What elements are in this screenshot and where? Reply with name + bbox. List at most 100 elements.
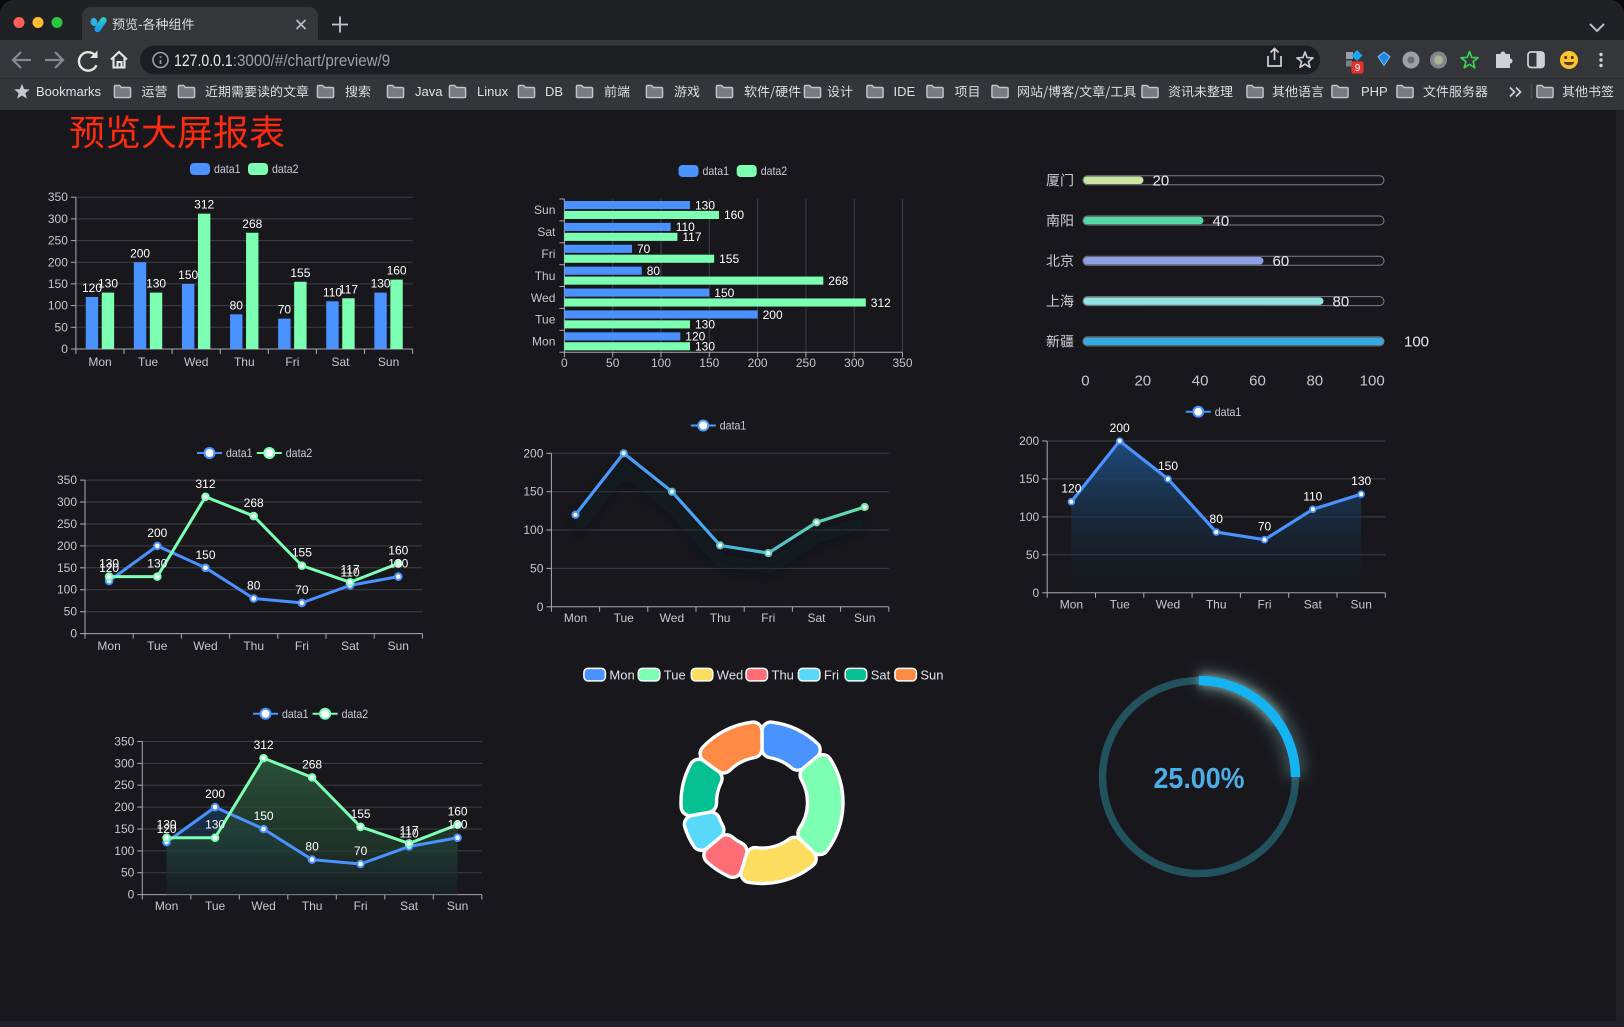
- svg-text:70: 70: [278, 303, 292, 317]
- svg-text:200: 200: [57, 539, 77, 553]
- svg-text:268: 268: [242, 217, 262, 231]
- svg-text:data1: data1: [214, 162, 241, 176]
- svg-text:150: 150: [1158, 459, 1178, 473]
- svg-text:25.00%: 25.00%: [1154, 763, 1245, 795]
- svg-text:150: 150: [195, 548, 215, 562]
- svg-text:268: 268: [828, 274, 848, 288]
- svg-text:Wed: Wed: [184, 355, 208, 369]
- svg-text:100: 100: [114, 844, 134, 858]
- svg-text:data1: data1: [1215, 405, 1242, 419]
- svg-text:9: 9: [1355, 63, 1361, 74]
- svg-text:Mon: Mon: [97, 639, 120, 653]
- svg-text:data2: data2: [272, 162, 299, 176]
- svg-text:100: 100: [48, 299, 68, 313]
- svg-text:40: 40: [1192, 373, 1209, 390]
- svg-text:70: 70: [1258, 520, 1272, 534]
- svg-text:Sun: Sun: [1351, 598, 1372, 612]
- svg-text:130: 130: [695, 198, 715, 212]
- svg-text:Java: Java: [415, 84, 443, 99]
- svg-text:Tue: Tue: [1110, 598, 1131, 612]
- svg-text:350: 350: [57, 473, 77, 487]
- svg-text:Mon: Mon: [532, 335, 555, 349]
- svg-text:130: 130: [146, 277, 166, 291]
- svg-text:40: 40: [1213, 213, 1230, 230]
- svg-text:150: 150: [523, 485, 543, 499]
- svg-text:80: 80: [1210, 512, 1224, 526]
- svg-text:80: 80: [230, 298, 244, 312]
- svg-text:Fri: Fri: [295, 639, 309, 653]
- svg-text:117: 117: [400, 823, 419, 837]
- svg-text:155: 155: [719, 252, 739, 266]
- svg-text:20: 20: [1134, 373, 1151, 390]
- svg-text:80: 80: [247, 579, 261, 593]
- svg-text:Mon: Mon: [1060, 598, 1083, 612]
- svg-text:Sun: Sun: [378, 355, 399, 369]
- svg-text:Thu: Thu: [243, 639, 264, 653]
- svg-text:100: 100: [57, 583, 77, 597]
- svg-text:0: 0: [1081, 373, 1089, 390]
- svg-text:Fri: Fri: [541, 247, 555, 261]
- svg-text:IDE: IDE: [894, 84, 916, 99]
- svg-text:Sun: Sun: [534, 203, 555, 217]
- svg-text:268: 268: [244, 496, 264, 510]
- svg-text:250: 250: [796, 356, 816, 370]
- svg-text:Sun: Sun: [854, 611, 875, 625]
- svg-text:50: 50: [1026, 548, 1040, 562]
- svg-text:data2: data2: [286, 446, 313, 460]
- svg-text:200: 200: [763, 308, 783, 322]
- svg-text:Tue: Tue: [535, 313, 556, 327]
- svg-text:120: 120: [99, 561, 119, 575]
- svg-text:PHP: PHP: [1361, 84, 1388, 99]
- svg-text:Mon: Mon: [88, 355, 111, 369]
- svg-text:200: 200: [48, 255, 68, 269]
- svg-text:70: 70: [354, 844, 368, 858]
- svg-text:Mon: Mon: [564, 611, 587, 625]
- svg-text:130: 130: [448, 818, 468, 832]
- svg-text:250: 250: [48, 234, 68, 248]
- svg-text:data2: data2: [761, 164, 788, 178]
- svg-text:312: 312: [254, 738, 274, 752]
- svg-text:Sun: Sun: [447, 899, 468, 913]
- svg-text:80: 80: [1306, 373, 1323, 390]
- svg-text:50: 50: [121, 866, 135, 880]
- svg-text:Tue: Tue: [147, 639, 168, 653]
- svg-text:Linux: Linux: [477, 84, 509, 99]
- svg-text:100: 100: [523, 523, 543, 537]
- svg-text:110: 110: [1303, 489, 1322, 503]
- svg-text:130: 130: [371, 277, 391, 291]
- svg-text:Fri: Fri: [285, 355, 299, 369]
- svg-text:Tue: Tue: [205, 899, 226, 913]
- svg-text:0: 0: [1033, 586, 1040, 600]
- svg-text:80: 80: [647, 264, 661, 278]
- svg-text:Thu: Thu: [234, 355, 255, 369]
- svg-text:data1: data1: [703, 164, 730, 178]
- svg-text:155: 155: [290, 266, 310, 280]
- svg-text:Sat: Sat: [341, 639, 360, 653]
- svg-text:Wed: Wed: [717, 667, 744, 682]
- svg-text:300: 300: [48, 212, 68, 226]
- svg-text:300: 300: [114, 756, 134, 770]
- svg-text:Fri: Fri: [1258, 598, 1272, 612]
- svg-text:100: 100: [1019, 510, 1039, 524]
- svg-text:60: 60: [1273, 253, 1290, 270]
- svg-text:150: 150: [1019, 472, 1039, 486]
- svg-text:20: 20: [1153, 173, 1170, 190]
- svg-text:50: 50: [55, 320, 69, 334]
- svg-text:DB: DB: [545, 84, 563, 99]
- svg-text:Wed: Wed: [660, 611, 684, 625]
- svg-text:200: 200: [748, 356, 768, 370]
- svg-text:300: 300: [57, 495, 77, 509]
- svg-text:data2: data2: [342, 707, 369, 721]
- svg-text:Tue: Tue: [614, 611, 635, 625]
- svg-text:130: 130: [99, 557, 119, 571]
- svg-text:data1: data1: [226, 446, 253, 460]
- svg-text:0: 0: [128, 888, 135, 902]
- svg-text:130: 130: [157, 818, 177, 832]
- svg-text:117: 117: [339, 282, 358, 296]
- svg-text:200: 200: [523, 446, 543, 460]
- svg-text:100: 100: [651, 356, 671, 370]
- svg-text:200: 200: [130, 246, 150, 260]
- svg-text:120: 120: [157, 822, 177, 836]
- svg-text:150: 150: [114, 822, 134, 836]
- svg-text::3000/#/chart/preview/9: :3000/#/chart/preview/9: [233, 52, 390, 70]
